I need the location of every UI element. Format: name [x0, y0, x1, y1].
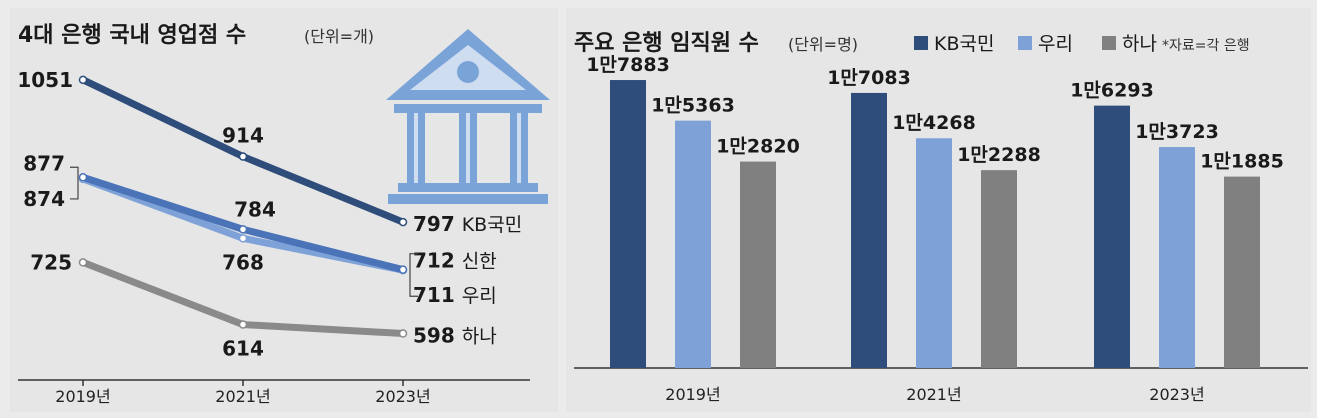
bar-value-label: 1만3723 — [1135, 121, 1219, 143]
bar-x-tick-label: 2023년 — [1149, 385, 1204, 404]
line-value-label: 914 — [222, 124, 264, 148]
bar-series-layer: 1만7883 1만5363 1만2820 1만7083 1만4268 1만2288 1만62… — [586, 54, 1284, 369]
line-series-name-label: 신한 — [462, 251, 497, 273]
bar-x-tick-label: 2019년 — [665, 385, 720, 404]
branch-line-chart: 4대 은행 국내 영업점 수 (단위=개) 1051 877 874 725 914 78… — [17, 23, 550, 406]
bar-하나 — [981, 170, 1017, 368]
bar-value-label: 1만2288 — [957, 144, 1041, 166]
line-point — [238, 152, 248, 161]
line-end-label: 712 신한 — [413, 249, 497, 273]
line-value-label: 877 — [23, 151, 65, 175]
line-value-label: 874 — [23, 187, 65, 211]
line-value-label: 725 — [30, 250, 72, 274]
legend-label: 우리 — [1038, 33, 1073, 55]
line-value-label: 768 — [222, 250, 264, 274]
legend-swatch — [1018, 36, 1032, 50]
line-value-label: 598 — [413, 324, 462, 348]
employee-bar-chart: 주요 은행 임직원 수 (단위=명) KB국민 우리 하나 *자료=각 은행 1만7… — [574, 31, 1308, 404]
bar-value-label: 1만4268 — [892, 112, 976, 134]
bar-KB국민 — [1094, 105, 1130, 368]
line-value-label: 1051 — [17, 68, 73, 92]
line-chart-unit: (단위=개) — [304, 27, 374, 46]
line-value-label: 797 — [413, 212, 462, 236]
legend-label: 하나 — [1122, 33, 1157, 55]
line-value-label: 784 — [234, 197, 276, 221]
source-note: *자료=각 은행 — [1162, 38, 1250, 54]
line-end-label: 598 하나 — [413, 324, 497, 348]
line-end-label: 797 KB국민 — [413, 212, 522, 236]
bar-x-tick-label: 2021년 — [906, 385, 961, 404]
bar-value-label: 1만2820 — [716, 136, 800, 158]
line-point — [238, 320, 248, 329]
line-x-ticks: 2019년 2021년 2023년 — [55, 380, 431, 406]
bar-value-label: 1만7083 — [827, 67, 911, 89]
bar-하나 — [1224, 176, 1260, 368]
bar-chart-title: 주요 은행 임직원 수 — [574, 31, 759, 56]
line-series-name-label: 우리 — [462, 285, 497, 307]
bar-우리 — [1159, 147, 1195, 368]
legend-swatch — [914, 36, 928, 50]
bar-KB국민 — [851, 92, 887, 369]
label-bracket — [409, 253, 418, 297]
line-value-label: 711 — [413, 283, 462, 307]
bar-value-label: 1만6293 — [1070, 80, 1154, 102]
bar-우리 — [675, 120, 711, 369]
bar-value-label: 1만1885 — [1200, 151, 1284, 173]
line-value-label: 712 — [413, 249, 462, 273]
legend-label: KB국민 — [934, 33, 994, 55]
bar-x-ticks: 2019년 2021년 2023년 — [665, 385, 1204, 404]
branch-count-panel: 4대 은행 국내 영업점 수 (단위=개) 1051 877 874 725 914 78… — [10, 8, 558, 412]
line-series-name-label: KB국민 — [462, 214, 522, 236]
bar-하나 — [740, 161, 776, 368]
bar-chart-unit: (단위=명) — [788, 35, 858, 54]
bar-value-label: 1만7883 — [586, 54, 670, 76]
line-point — [398, 265, 408, 274]
line-end-label: 711 우리 — [413, 283, 497, 307]
line-chart-title: 4대 은행 국내 영업점 수 — [18, 23, 246, 48]
line-x-tick-label: 2021년 — [215, 387, 270, 406]
line-value-label: 614 — [222, 337, 264, 361]
line-point — [238, 234, 248, 243]
employee-count-panel: 주요 은행 임직원 수 (단위=명) KB국민 우리 하나 *자료=각 은행 1만7… — [566, 8, 1311, 412]
line-x-tick-label: 2023년 — [375, 387, 430, 406]
line-series-name-label: 하나 — [462, 326, 497, 348]
legend-swatch — [1102, 36, 1116, 50]
line-point — [78, 258, 88, 267]
bar-legend: KB국민 우리 하나 — [914, 33, 1157, 55]
bar-우리 — [916, 138, 952, 368]
label-bracket — [70, 166, 79, 200]
bank-building-icon — [386, 29, 550, 204]
line-x-tick-label: 2019년 — [55, 387, 110, 406]
line-point — [398, 329, 408, 338]
line-point — [398, 217, 408, 227]
bar-value-label: 1만5363 — [651, 95, 735, 117]
line-point — [78, 75, 88, 85]
line-point — [78, 173, 88, 182]
line-point — [238, 225, 248, 234]
bar-KB국민 — [610, 80, 646, 369]
